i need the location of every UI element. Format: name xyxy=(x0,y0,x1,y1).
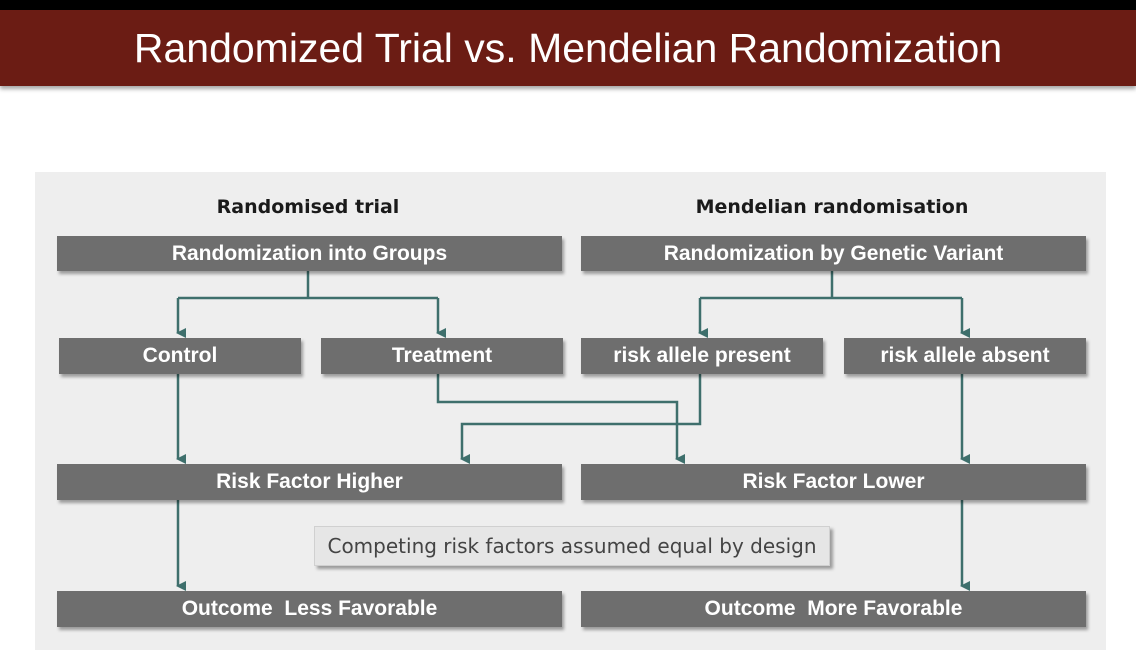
heading-mendelian-randomisation: Mendelian randomisation xyxy=(695,196,969,218)
box-control: Control xyxy=(59,338,301,374)
slide-title: Randomized Trial vs. Mendelian Randomiza… xyxy=(133,25,1003,71)
box-outcome-more-favorable: Outcome More Favorable xyxy=(581,591,1086,627)
box-risk-allele-absent: risk allele absent xyxy=(844,338,1086,374)
box-risk-allele-present: risk allele present xyxy=(581,338,823,374)
box-risk-factor-lower: Risk Factor Lower xyxy=(581,464,1086,500)
top-black-strip xyxy=(0,0,1136,10)
heading-randomised-trial: Randomised trial xyxy=(216,196,400,218)
box-treatment: Treatment xyxy=(321,338,563,374)
competing-risk-note: Competing risk factors assumed equal by … xyxy=(314,526,830,566)
box-risk-factor-higher: Risk Factor Higher xyxy=(57,464,562,500)
box-randomization-into-groups: Randomization into Groups xyxy=(57,236,562,271)
box-outcome-less-favorable: Outcome Less Favorable xyxy=(57,591,562,627)
title-bar xyxy=(0,10,1136,86)
box-randomization-genetic-variant: Randomization by Genetic Variant xyxy=(581,236,1086,271)
